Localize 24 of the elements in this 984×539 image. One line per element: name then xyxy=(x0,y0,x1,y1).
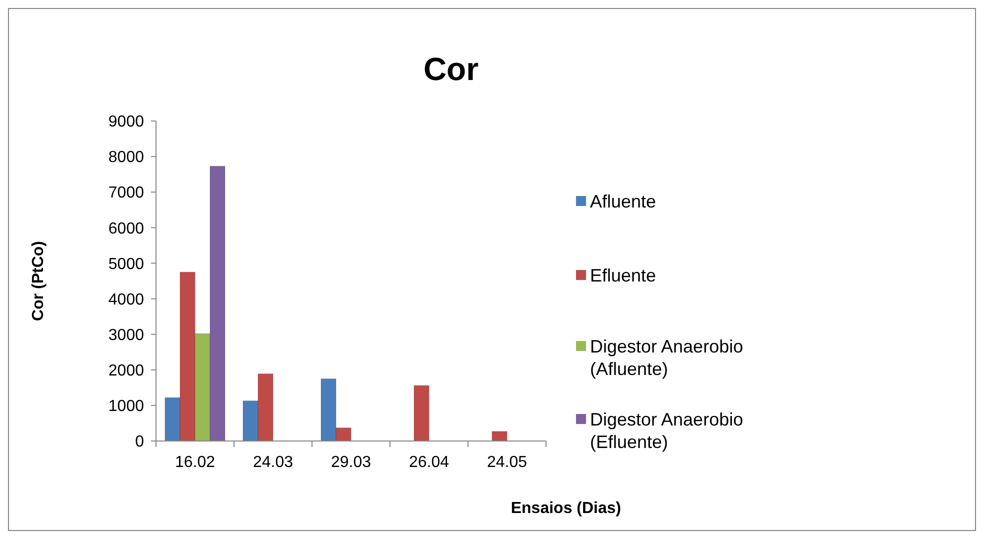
y-tick-label: 8000 xyxy=(108,149,144,166)
x-tick-label: 29.03 xyxy=(330,454,372,471)
y-tick-label: 3000 xyxy=(108,326,144,344)
legend-label: Afluente xyxy=(590,191,656,212)
chart-title: Cor xyxy=(423,51,479,87)
y-tick-label: 4000 xyxy=(108,291,144,308)
legend-label: Digestor Anaerobio (Afluente) xyxy=(590,336,744,379)
x-tick-label: 16.02 xyxy=(174,454,216,471)
x-axis-title: Ensaios (Dias) xyxy=(510,500,622,517)
y-axis-title: Cor (PtCo) xyxy=(30,241,47,321)
y-tick-label: 7000 xyxy=(108,184,144,202)
bar xyxy=(492,431,508,442)
y-tick-label: 0 xyxy=(135,434,144,451)
legend-label: Digestor Anaerobio (Efluente) xyxy=(590,409,744,452)
x-tick-label: 24.05 xyxy=(486,454,528,471)
y-tick-label: 9000 xyxy=(108,114,144,131)
y-tick-label: 1000 xyxy=(108,398,144,416)
y-tick-label: 2000 xyxy=(108,362,144,380)
bar xyxy=(414,385,430,442)
x-tick-label: 26.04 xyxy=(408,454,450,471)
y-tick-label: 6000 xyxy=(108,220,144,238)
legend-label: Efluente xyxy=(590,265,656,286)
y-tick-label: 5000 xyxy=(108,256,144,273)
x-tick-label: 24.03 xyxy=(252,454,294,471)
